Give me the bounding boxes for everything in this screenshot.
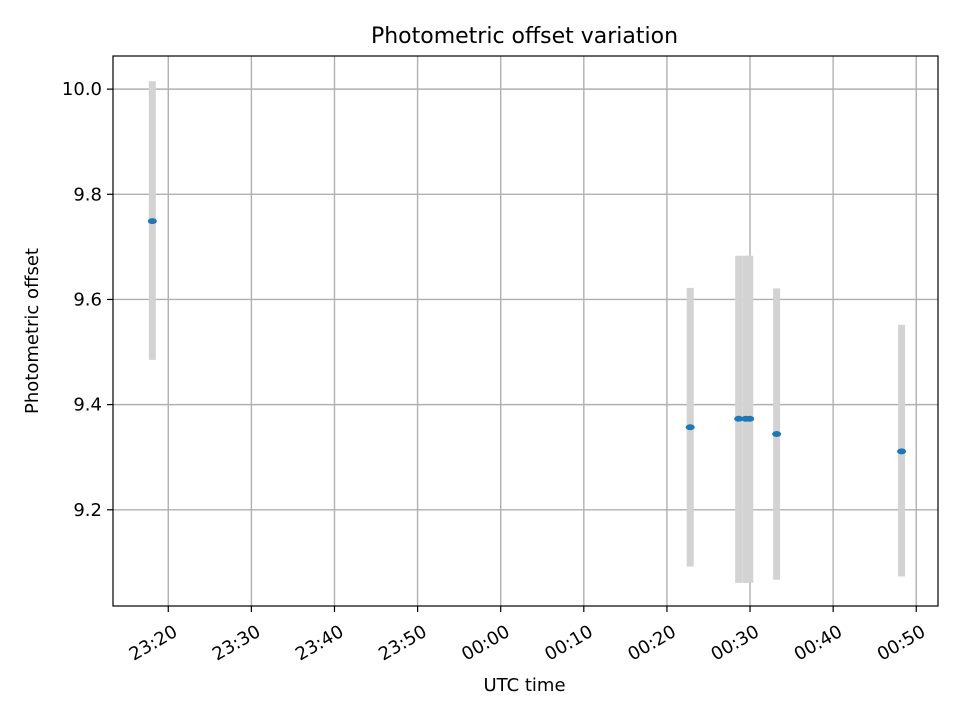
x-tick-label: 23:30 [209, 621, 264, 665]
y-axis-label: Photometric offset [22, 248, 43, 414]
data-point [734, 415, 744, 422]
x-tick-label: 00:50 [874, 621, 929, 665]
plot-frame [112, 55, 939, 607]
data-point [147, 218, 157, 225]
x-tick-label: 23:50 [375, 621, 430, 665]
x-tick-label: 23:40 [292, 621, 347, 665]
x-tick-label: 00:20 [624, 621, 679, 665]
x-axis-label: UTC time [483, 675, 565, 696]
x-tick-label: 00:40 [791, 621, 846, 665]
y-axis-ticks: 9.2 9.4 9.6 9.8 10.0 [62, 79, 113, 521]
chart-title: Photometric offset variation [371, 24, 678, 49]
y-tick-label: 9.2 [73, 500, 102, 521]
y-tick-label: 10.0 [62, 79, 102, 100]
x-tick-label: 00:10 [541, 621, 596, 665]
y-tick-label: 9.4 [73, 395, 102, 416]
y-tick-label: 9.6 [73, 289, 102, 310]
data-point [897, 448, 907, 455]
grid-lines [113, 56, 938, 606]
data-point [685, 424, 695, 431]
x-tick-label: 00:00 [458, 621, 513, 665]
error-bars [148, 81, 906, 583]
data-point [772, 431, 782, 438]
y-tick-label: 9.8 [73, 184, 102, 205]
data-points [147, 218, 907, 455]
x-axis-ticks: 23:20 23:30 23:40 23:50 00:00 00:10 00:20 00:30… [126, 606, 929, 665]
data-point [745, 415, 755, 422]
x-tick-label: 23:20 [126, 621, 181, 665]
x-tick-label: 00:30 [708, 621, 763, 665]
